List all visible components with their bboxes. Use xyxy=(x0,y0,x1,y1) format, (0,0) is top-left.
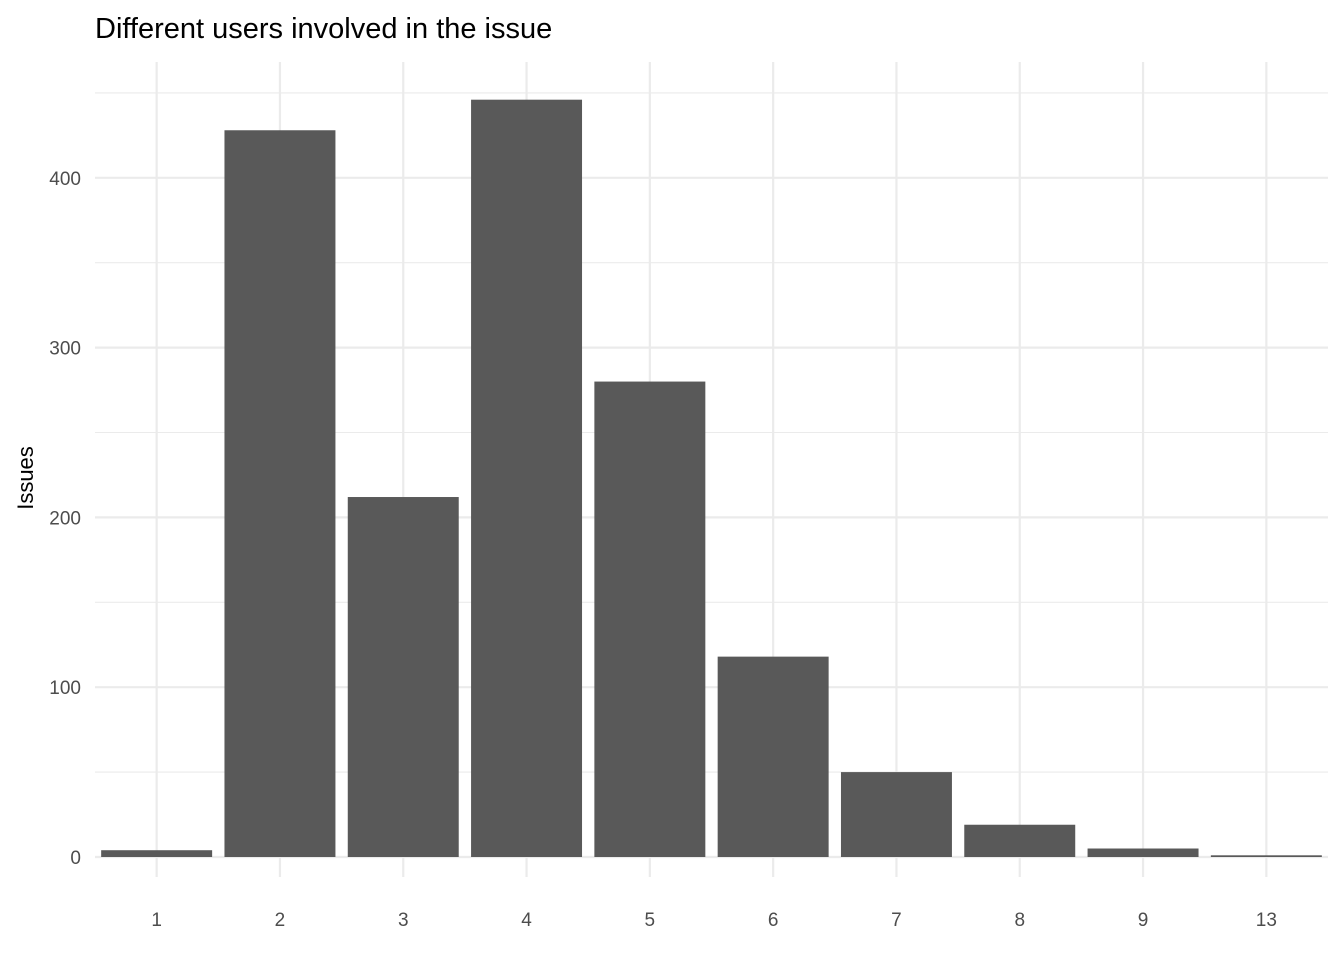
bar-13 xyxy=(1210,855,1322,857)
x-tick-label: 8 xyxy=(1014,910,1025,931)
x-tick-label: 7 xyxy=(891,910,902,931)
y-tick-label: 0 xyxy=(70,848,81,869)
x-tick-label: 2 xyxy=(275,910,286,931)
x-tick-label: 3 xyxy=(398,910,409,931)
bar-5 xyxy=(594,381,706,857)
bar-4 xyxy=(471,99,583,857)
x-tick-label: 5 xyxy=(645,910,656,931)
bar-7 xyxy=(840,772,952,857)
bar-1 xyxy=(101,850,213,857)
y-tick-label: 400 xyxy=(49,169,81,190)
x-axis-ticks: 1 2 3 4 5 6 7 8 9 13 xyxy=(151,910,1277,931)
bar-6 xyxy=(717,656,829,857)
x-tick-label: 6 xyxy=(768,910,779,931)
bar-2 xyxy=(224,130,336,858)
bar-8 xyxy=(964,824,1076,857)
y-axis-title: Issues xyxy=(13,446,38,510)
x-tick-label: 9 xyxy=(1138,910,1149,931)
y-axis-ticks: 0 100 200 300 400 xyxy=(49,169,81,869)
y-tick-label: 300 xyxy=(49,339,81,360)
bar-9 xyxy=(1087,848,1199,857)
y-tick-label: 200 xyxy=(49,508,81,529)
x-tick-label: 1 xyxy=(151,910,162,931)
y-tick-label: 100 xyxy=(49,678,81,699)
chart-title: Different users involved in the issue xyxy=(95,13,552,45)
bars xyxy=(101,99,1322,858)
x-tick-label: 4 xyxy=(521,910,532,931)
bar-3 xyxy=(347,497,459,857)
x-tick-label: 13 xyxy=(1256,910,1277,931)
